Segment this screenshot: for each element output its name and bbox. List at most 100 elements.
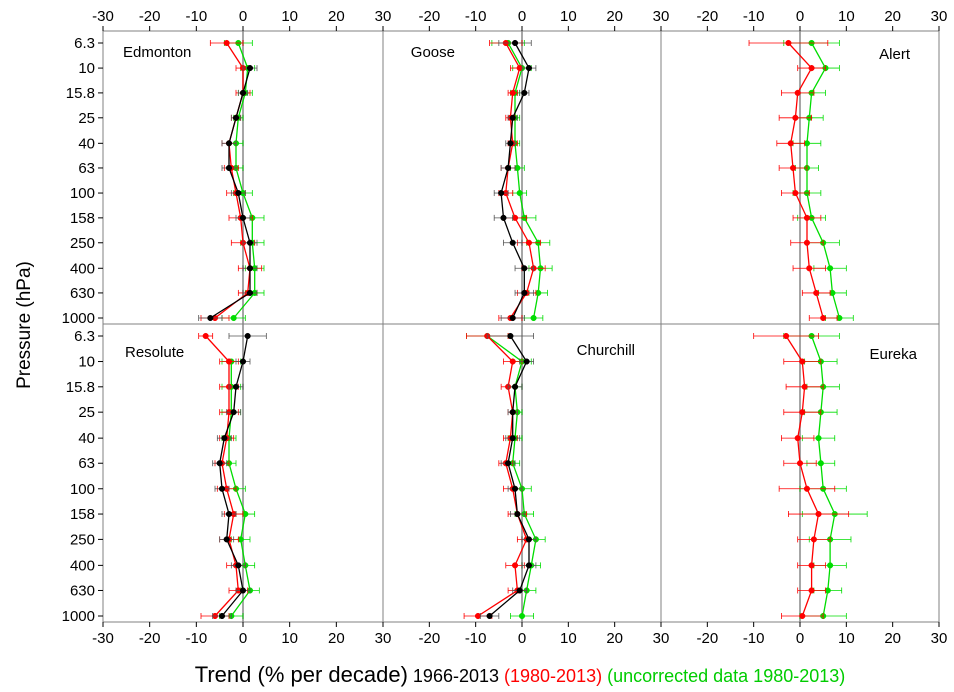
series-line <box>219 335 249 617</box>
data-point <box>806 265 813 272</box>
data-point <box>796 460 804 467</box>
x-tick-label-bottom: 20 <box>884 630 901 647</box>
x-tick-label-bottom: 0 <box>239 630 247 647</box>
data-point <box>505 164 512 172</box>
x-tick-label-top: -30 <box>92 8 114 25</box>
y-tick-label: 6.3 <box>74 328 95 345</box>
data-point <box>223 39 230 47</box>
x-tick-label-top: -10 <box>465 8 487 25</box>
series-1966-2013 <box>479 332 537 620</box>
data-point <box>232 383 240 390</box>
y-tick-label: 25 <box>78 404 95 421</box>
data-point <box>509 409 516 416</box>
data-point <box>530 314 537 322</box>
data-point <box>505 460 512 467</box>
x-tick-label-top: -10 <box>185 8 207 25</box>
data-point <box>521 265 528 272</box>
data-point <box>810 536 817 543</box>
data-point <box>512 39 519 47</box>
x-tick-label-bottom: -10 <box>465 630 487 647</box>
panel-title: Alert <box>879 46 911 63</box>
data-point <box>516 587 523 594</box>
series-1966-2013 <box>493 39 537 322</box>
data-point <box>507 140 514 147</box>
x-axis-label-part: 1966-2013 <box>408 666 504 686</box>
y-tick-label: 10 <box>78 60 95 77</box>
data-point <box>792 114 799 121</box>
data-point <box>509 358 516 365</box>
data-point <box>525 536 533 543</box>
series-line <box>214 42 251 319</box>
x-tick-label-top: 20 <box>884 8 901 25</box>
series-1980-2013 <box>753 332 850 620</box>
x-tick-label-bottom: 30 <box>931 630 948 647</box>
x-tick-label-top: -20 <box>696 8 718 25</box>
panel-resolute: Resolute <box>125 324 267 622</box>
x-tick-label-top: 0 <box>796 8 804 25</box>
data-point <box>498 189 505 197</box>
series-line <box>233 42 256 319</box>
data-point <box>518 612 526 620</box>
data-point <box>509 435 516 442</box>
series-1966-2013 <box>198 65 258 322</box>
data-point <box>225 358 233 365</box>
panel-alert: Alert <box>748 31 911 324</box>
data-point <box>792 189 799 197</box>
y-tick-label: 63 <box>78 160 95 177</box>
data-point <box>239 358 247 365</box>
data-point <box>794 89 801 96</box>
panel-eureka: Eureka <box>753 324 918 622</box>
x-tick-label-bottom: 20 <box>328 630 345 647</box>
data-point <box>799 358 806 365</box>
data-point <box>239 89 247 96</box>
data-point <box>790 164 797 172</box>
panel-title: Edmonton <box>123 44 191 61</box>
data-point <box>803 485 811 492</box>
data-point <box>525 562 533 569</box>
data-point <box>523 358 530 365</box>
series-1980-2013 <box>748 39 838 322</box>
data-point <box>803 239 811 246</box>
y-tick-label: 100 <box>70 481 95 498</box>
data-point <box>787 140 794 147</box>
series-line <box>810 335 836 617</box>
data-point <box>521 89 528 96</box>
data-point <box>512 562 519 569</box>
y-tick-label: 630 <box>70 285 95 302</box>
x-tick-label-bottom: 20 <box>606 630 623 647</box>
data-point <box>799 409 806 416</box>
y-tick-label: 15.8 <box>66 85 95 102</box>
data-point <box>230 409 237 416</box>
panel-edmonton: Edmonton <box>123 31 265 324</box>
y-tick-label: 40 <box>78 135 95 152</box>
y-tick-label: 63 <box>78 455 95 472</box>
x-tick-label-bottom: 0 <box>796 630 804 647</box>
x-tick-label-top: 10 <box>560 8 577 25</box>
y-tick-label: 400 <box>70 260 95 277</box>
data-point <box>202 332 209 340</box>
data-point <box>820 314 827 322</box>
x-tick-label-top: -20 <box>418 8 440 25</box>
data-point <box>235 189 242 197</box>
y-tick-label: 400 <box>70 557 95 574</box>
data-point <box>218 485 226 492</box>
x-tick-label-bottom: -20 <box>139 630 161 647</box>
x-tick-label-top: 20 <box>606 8 623 25</box>
y-tick-label: 250 <box>70 235 95 252</box>
series-uncorrected-data-1980-2013 <box>783 332 868 620</box>
x-tick-label-bottom: 10 <box>560 630 577 647</box>
data-point <box>525 239 533 246</box>
panel-title: Churchill <box>577 342 635 359</box>
panel-title: Resolute <box>125 344 184 361</box>
data-point <box>815 510 822 518</box>
data-point <box>239 214 247 221</box>
x-tick-label-top: 10 <box>838 8 855 25</box>
y-tick-label: 630 <box>70 582 95 599</box>
series-uncorrected-data-1980-2013 <box>221 39 265 322</box>
panel-title: Goose <box>411 44 455 61</box>
y-tick-label: 25 <box>78 110 95 127</box>
x-tick-label-top: 30 <box>375 8 392 25</box>
panel-title: Eureka <box>869 346 917 363</box>
x-tick-label-top: 20 <box>328 8 345 25</box>
